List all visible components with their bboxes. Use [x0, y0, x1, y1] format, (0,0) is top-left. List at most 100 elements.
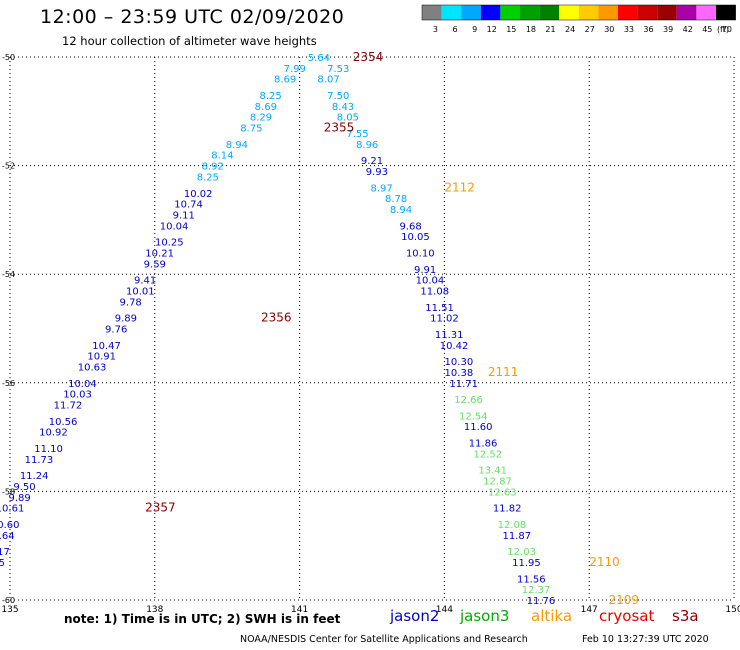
wave-height-point: 9.78: [120, 297, 142, 308]
scale-swatch: [598, 5, 618, 20]
wave-height-point: 10.92: [39, 428, 68, 439]
wave-height-point: 11.24: [20, 471, 49, 482]
wave-height-point: 11.82: [493, 504, 522, 515]
scale-swatch: [480, 5, 501, 20]
track-labels: 2354 2355 2112 2356 2111 2357 2110 2109: [145, 50, 639, 607]
wave-height-point: 10.56: [49, 417, 78, 428]
scale-swatch: [676, 5, 697, 20]
wave-height-point: 12.03: [507, 547, 536, 558]
scale-label: 33: [624, 25, 634, 34]
axis-ticks: 135 138 141 144 147 150 -50 -52 -54 -56 -58 -60: [1, 53, 740, 615]
wave-height-point: 11.86: [469, 439, 498, 450]
wave-height-point: 8.97: [371, 183, 393, 194]
wave-height-point: 11.95: [512, 558, 541, 569]
wave-height-point: 8.96: [356, 140, 378, 151]
wave-height-point: 8.25: [260, 91, 282, 102]
scale-swatch: [520, 5, 540, 20]
wave-height-point: 8.29: [250, 113, 272, 124]
footer-timestamp: Feb 10 13:27:39 UTC 2020: [582, 634, 709, 645]
track-label: 2356: [261, 311, 292, 325]
wave-height-point: 12.87: [483, 477, 512, 488]
scale-swatch: [696, 5, 716, 20]
wave-height-point: 11.10: [34, 444, 63, 455]
wave-height-point: 10.25: [155, 238, 184, 249]
y-tick-label: -52: [2, 162, 15, 171]
scale-swatch: [461, 5, 481, 20]
x-tick-label: 150: [725, 605, 740, 615]
scale-label: 3: [433, 25, 438, 34]
wave-height-point: 10.04: [68, 379, 97, 390]
wave-height-point: 8.07: [317, 75, 339, 86]
scale-label: 36: [643, 25, 653, 34]
wave-height-point: 13.41: [478, 466, 507, 477]
scale-label: 9: [472, 25, 477, 34]
scale-swatch: [539, 5, 560, 20]
wave-height-point: 10.63: [78, 363, 107, 374]
x-tick-label: 141: [291, 605, 308, 615]
track-label: 2355: [324, 121, 355, 135]
scale-border: [421, 4, 736, 21]
wave-height-point: 10.04: [416, 276, 445, 287]
track-label: 2110: [589, 555, 620, 569]
wave-height-point: 10.74: [174, 200, 203, 211]
legend-s3a: s3a: [672, 607, 699, 625]
wave-height-point: 12.08: [498, 520, 527, 531]
footer-note: note: 1) Time is in UTC; 2) SWH is in fe…: [64, 612, 341, 626]
wave-height-point: 9.21: [361, 156, 383, 167]
wave-height-point: 12.52: [474, 449, 503, 460]
wave-height-point: 8.94: [226, 140, 248, 151]
wave-height-point: 10.30: [445, 357, 474, 368]
wave-height-point: 12.63: [488, 487, 517, 498]
wave-height-point: 11.71: [449, 379, 478, 390]
wave-height-point: 10.21: [145, 248, 174, 259]
wave-height-point: 11.72: [54, 401, 83, 412]
x-tick-label: 135: [1, 605, 18, 615]
scale-label: 30: [604, 25, 614, 34]
wave-height-point: 12.66: [454, 395, 483, 406]
wave-height-point: 8.05: [337, 113, 359, 124]
wave-height-point: 12.54: [459, 411, 488, 422]
scale-swatch: [716, 5, 736, 20]
y-tick-label: -56: [2, 379, 15, 388]
wave-height-point: 7.53: [327, 64, 349, 75]
scale-label: 12: [487, 25, 497, 34]
wave-height-point: 8.92: [202, 162, 224, 173]
page-title: 12:00 – 23:59 UTC 02/09/2020: [40, 6, 345, 28]
x-tick-label: 138: [146, 605, 163, 615]
scale-swatch: [500, 5, 520, 20]
wave-height-point: 8.69: [274, 75, 296, 86]
wave-height-point: 10.42: [440, 341, 469, 352]
wave-height-point: 7.55: [346, 129, 368, 140]
x-tick-label: 147: [581, 605, 598, 615]
wave-height-point: 7.99: [284, 64, 306, 75]
wave-height-point: 10.61: [0, 504, 24, 515]
scale-label: 15: [506, 25, 516, 34]
wave-height-point: 9.68: [399, 221, 421, 232]
wave-height-point: 9.59: [144, 259, 166, 270]
scale-label: 39: [663, 25, 673, 34]
legend-jason3: jason3: [460, 607, 510, 625]
wave-height-point: 11.02: [430, 314, 459, 325]
wave-height-point: 8.69: [255, 102, 277, 113]
wave-height-point: 11.51: [425, 303, 454, 314]
scale-swatch: [618, 5, 638, 20]
wave-height-point: 9.91: [414, 265, 436, 276]
wave-height-point: 11.08: [420, 286, 449, 297]
scale-swatch: [559, 5, 579, 20]
wave-height-point: 8.14: [211, 151, 233, 162]
wave-height-point: 10.65: [0, 558, 5, 569]
track-label: 2109: [609, 593, 640, 607]
wave-height-point: 11.73: [25, 455, 54, 466]
wave-height-point: 11.31: [435, 330, 464, 341]
wave-height-point: 10.64: [0, 531, 15, 542]
wave-height-point: 9.50: [13, 482, 35, 493]
scale-swatch: [637, 5, 658, 20]
wave-height-point: 11.76: [527, 596, 556, 607]
wave-height-point: 10.03: [63, 390, 92, 401]
wave-height-point: 9.41: [134, 276, 156, 287]
wave-height-point: 9.11: [173, 210, 195, 221]
scale-label: 42: [683, 25, 693, 34]
wave-height-point: 8.78: [385, 194, 407, 205]
wave-height-point: 10.91: [87, 352, 116, 363]
y-tick-label: -58: [2, 487, 15, 496]
